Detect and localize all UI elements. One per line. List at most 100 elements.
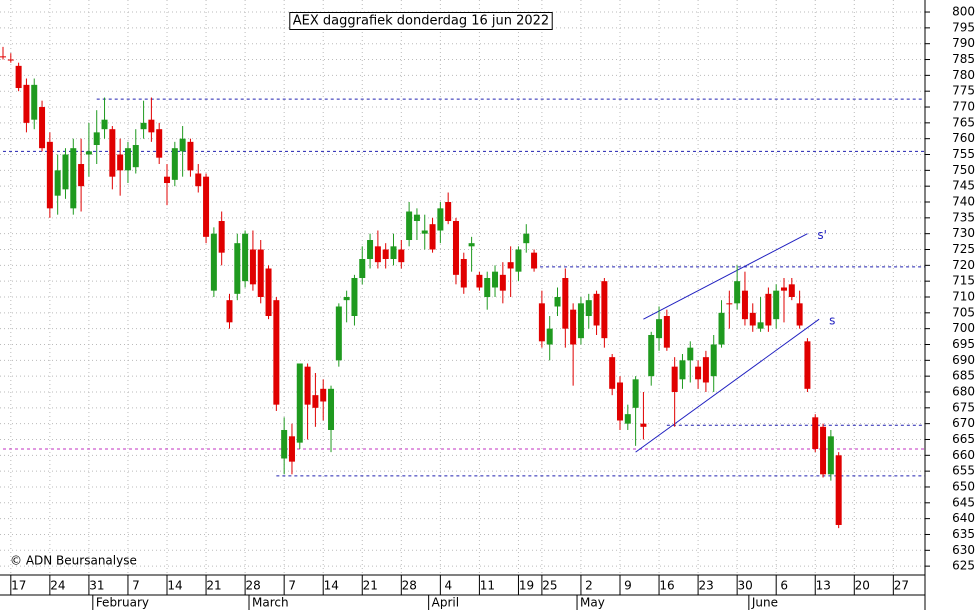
x-tick-label: 14 — [324, 579, 339, 593]
y-tick-label: 625 — [952, 559, 975, 573]
candle-body — [757, 322, 764, 329]
y-tick-label: 645 — [952, 495, 975, 509]
candle-body — [124, 148, 131, 171]
candle-body — [593, 293, 600, 326]
candle-body — [101, 119, 108, 130]
y-tick-label: 630 — [952, 543, 975, 557]
candle-body — [687, 347, 694, 361]
candle-body — [624, 414, 631, 424]
x-tick-label: 19 — [519, 579, 534, 593]
candle-body — [0, 56, 6, 58]
candle-body — [164, 176, 171, 184]
candle-body — [577, 303, 584, 339]
candle-body — [695, 366, 702, 380]
x-tick-label: 28 — [402, 579, 417, 593]
candle-body — [335, 306, 342, 361]
x-tick-label: 6 — [780, 579, 788, 593]
month-label: June — [751, 596, 778, 610]
candle-body — [367, 240, 374, 260]
candle-body — [413, 214, 420, 222]
candle-body — [781, 287, 787, 291]
x-tick-label: 9 — [624, 579, 632, 593]
y-tick-label: 760 — [952, 131, 975, 145]
y-tick-label: 695 — [952, 337, 975, 351]
y-tick-label: 705 — [952, 305, 975, 319]
candle-body — [54, 170, 61, 196]
candle-body — [62, 154, 69, 190]
x-tick-label: 17 — [11, 579, 26, 593]
candle-body — [15, 65, 22, 89]
y-tick-label: 770 — [952, 100, 975, 114]
candle-body — [679, 360, 686, 380]
trend-line — [635, 318, 820, 453]
copyright: © ADN Beursanalyse — [10, 554, 137, 568]
y-tick-label: 670 — [952, 416, 975, 430]
candle-body — [499, 274, 506, 291]
candle-body — [195, 173, 202, 187]
candle-body — [437, 208, 444, 231]
y-tick-label: 680 — [952, 384, 975, 398]
candle-body — [663, 315, 670, 348]
candle-body — [328, 388, 335, 430]
candle-body — [460, 259, 467, 288]
candle-body — [156, 129, 163, 158]
candle-body — [468, 243, 475, 247]
candle-body — [23, 84, 30, 123]
candle-body — [812, 417, 819, 449]
x-tick-label: 27 — [894, 579, 909, 593]
candle-body — [531, 252, 538, 269]
x-tick-label: 11 — [480, 579, 495, 593]
candle-body — [710, 344, 717, 377]
y-tick-label: 665 — [952, 432, 975, 446]
x-tick-label: 21 — [363, 579, 378, 593]
month-label: May — [580, 596, 605, 610]
candle-body — [835, 455, 842, 525]
candle-body — [320, 388, 327, 402]
candle-body — [640, 423, 647, 427]
candle-body — [109, 129, 116, 177]
y-tick-label: 650 — [952, 479, 975, 493]
candle-body — [445, 202, 452, 222]
y-tick-label: 660 — [952, 448, 975, 462]
candle-body — [702, 357, 709, 383]
x-tick-label: 13 — [816, 579, 831, 593]
candle-body — [726, 303, 733, 305]
y-tick-label: 640 — [952, 511, 975, 525]
candle-body — [476, 274, 483, 288]
candle-body — [39, 107, 46, 149]
title-box — [289, 12, 553, 30]
candle-body — [452, 221, 459, 275]
x-tick-label: 16 — [659, 579, 674, 593]
y-tick-label: 725 — [952, 242, 975, 256]
candle-body — [773, 290, 780, 320]
candle-body — [382, 249, 389, 260]
candle-body — [70, 148, 77, 209]
candle-body — [734, 281, 741, 304]
candle-body — [265, 268, 272, 316]
candle-body — [171, 148, 178, 180]
candle-body — [374, 246, 381, 263]
month-label: February — [96, 596, 149, 610]
y-tick-label: 685 — [952, 369, 975, 383]
candle-body — [85, 151, 92, 155]
y-tick-label: 655 — [952, 464, 975, 478]
candle-body — [718, 312, 725, 345]
y-tick-label: 700 — [952, 321, 975, 335]
y-tick-label: 755 — [952, 147, 975, 161]
month-label: April — [432, 596, 459, 610]
y-tick-label: 790 — [952, 36, 975, 50]
y-tick-label: 720 — [952, 258, 975, 272]
candle-body — [429, 224, 436, 250]
x-tick-label: 31 — [89, 579, 104, 593]
candle-body — [765, 293, 772, 326]
candle-body — [93, 132, 100, 146]
candle-body — [351, 278, 358, 316]
y-tick-label: 785 — [952, 52, 975, 66]
x-tick-label: 21 — [206, 579, 221, 593]
trend-label: s' — [817, 228, 827, 242]
candle-body — [249, 249, 256, 285]
candle-body — [132, 145, 139, 168]
candle-body — [749, 312, 756, 326]
candle-body — [788, 284, 795, 297]
